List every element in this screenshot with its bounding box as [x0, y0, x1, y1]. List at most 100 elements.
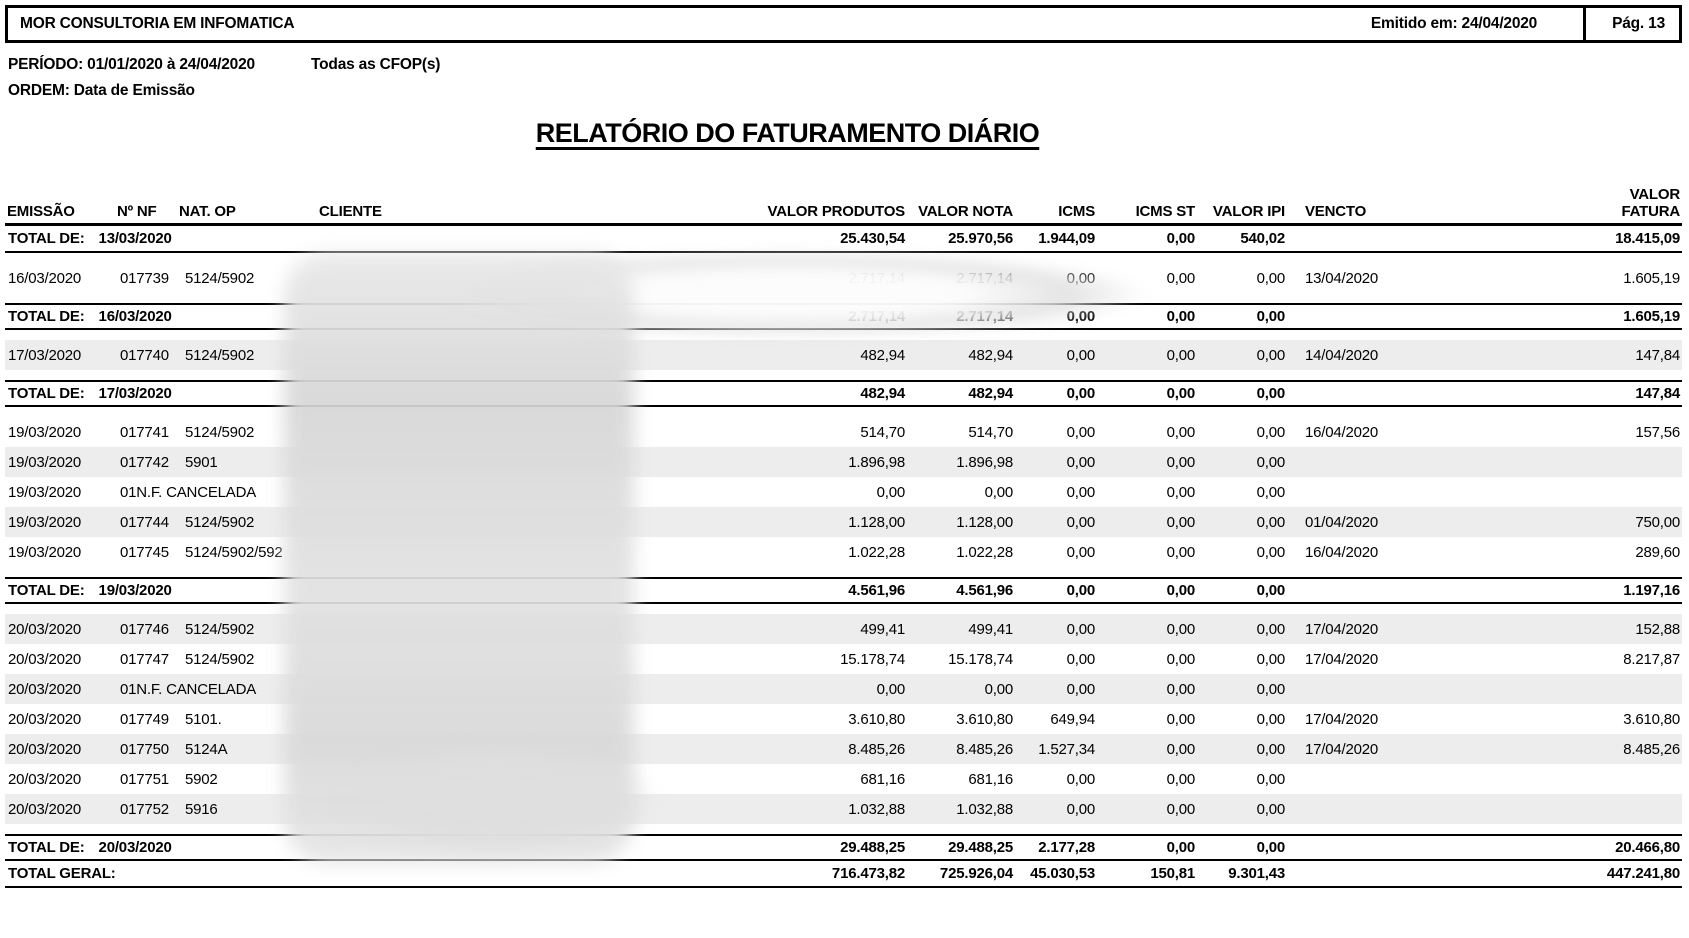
cell-icms-st: 0,00: [1166, 346, 1196, 364]
column-header-cliente: CLIENTE: [319, 203, 382, 220]
cell-nat-op: 5124/5902: [185, 513, 255, 531]
cell-emissao: 20/03/2020: [8, 650, 82, 668]
cell-emissao: 19/03/2020: [8, 423, 82, 441]
cell-valor-ipi: 0,00: [1256, 346, 1286, 364]
day-total-row: TOTAL DE: 20/03/2020 29.488,25 29.488,25 2.1…: [5, 834, 1682, 861]
cell-valor-fatura: 20.466,80: [1615, 839, 1680, 856]
cell-icms: 0,00: [1066, 620, 1096, 638]
cell-nat-op: 5916: [185, 800, 218, 818]
cell-valor-fatura: 147,84: [1635, 346, 1680, 364]
cell-icms: 1.944,09: [1038, 230, 1095, 247]
cell-valor-ipi: 0,00: [1256, 513, 1286, 531]
cell-nf-cancelada: 01N.F. CANCELADA: [120, 483, 257, 501]
row-spacer: [5, 824, 1682, 834]
cell-vencto: 16/04/2020: [1305, 543, 1379, 561]
cell-icms-st: 0,00: [1166, 680, 1196, 698]
cell-valor-fatura: 3.610,80: [1623, 710, 1680, 728]
cell-valor-nota: 681,16: [968, 770, 1013, 788]
cell-valor-ipi: 0,00: [1256, 710, 1286, 728]
column-header-icms: ICMS: [1058, 203, 1095, 220]
cell-icms-st: 0,00: [1166, 483, 1196, 501]
cell-nf: 017739: [120, 269, 169, 287]
invoice-row: 20/03/2020 017749 5101. 3.610,80 3.610,80 649…: [5, 704, 1682, 734]
cell-nat-op: 5124/5902: [185, 423, 255, 441]
cell-nat-op: 5124/5902: [185, 620, 255, 638]
cell-icms: 0,00: [1066, 269, 1096, 287]
cell-icms-st: 0,00: [1166, 839, 1196, 856]
cell-icms-st: 0,00: [1166, 269, 1196, 287]
cell-emissao: 20/03/2020: [8, 620, 82, 638]
total-date: 16/03/2020: [98, 308, 172, 325]
cell-emissao: 20/03/2020: [8, 710, 82, 728]
cell-valor-fatura: 447.241,80: [1606, 865, 1680, 882]
cell-valor-fatura: 18.415,09: [1615, 230, 1680, 247]
cell-icms: 0,00: [1066, 308, 1096, 325]
total-label-text: TOTAL DE:: [8, 230, 85, 247]
cell-icms-st: 0,00: [1166, 770, 1196, 788]
cell-nf: 017741: [120, 423, 169, 441]
cell-valor-nota: 29.488,25: [948, 839, 1013, 856]
cell-valor-ipi: 0,00: [1256, 680, 1286, 698]
cell-nat-op: 5124/5902: [185, 269, 255, 287]
column-header-nat-op: NAT. OP: [179, 203, 236, 220]
cell-valor-nota: 3.610,80: [956, 710, 1013, 728]
cell-valor-fatura: 1.605,19: [1623, 269, 1680, 287]
cell-nf: 017742: [120, 453, 169, 471]
cell-icms-st: 0,00: [1166, 385, 1196, 402]
cell-valor-ipi: 0,00: [1256, 453, 1286, 471]
cell-nat-op: 5124/5902: [185, 346, 255, 364]
invoice-row: 19/03/2020 017742 5901 1.896,98 1.896,98 0,00…: [5, 447, 1682, 477]
cell-valor-nota: 1.032,88: [956, 800, 1013, 818]
invoice-row: 16/03/2020 017739 5124/5902 2.717,14 2.717,1…: [5, 263, 1682, 293]
cell-valor-ipi: 0,00: [1256, 839, 1286, 856]
emitted-on-label: Emitido em: 24/04/2020: [1370, 15, 1538, 32]
cell-valor-fatura: 750,00: [1635, 513, 1680, 531]
cell-valor-produtos: 29.488,25: [840, 839, 905, 856]
report-filters: PERÍODO: 01/01/2020 à 24/04/2020 Todas a…: [8, 56, 440, 100]
cell-icms-st: 0,00: [1166, 543, 1196, 561]
cell-icms-st: 0,00: [1166, 620, 1196, 638]
cell-icms: 0,00: [1066, 385, 1096, 402]
cell-nf: 017745: [120, 543, 169, 561]
cell-valor-produtos: 1.032,88: [848, 800, 905, 818]
grand-total-row: TOTAL GERAL: 716.473,82 725.926,04 45.030,5…: [5, 861, 1682, 888]
column-header-icms-st: ICMS ST: [1135, 203, 1196, 220]
page-number: Pág. 13: [1612, 15, 1665, 32]
cell-nf: 017751: [120, 770, 169, 788]
cell-valor-fatura: 289,60: [1635, 543, 1680, 561]
cell-valor-ipi: 0,00: [1256, 582, 1286, 599]
cell-total-label: TOTAL DE: 20/03/2020: [5, 839, 757, 856]
invoice-row: 19/03/2020 017745 5124/5902/592 1.022,28 1.0…: [5, 537, 1682, 567]
cell-valor-nota: 482,94: [968, 385, 1013, 402]
cell-nat-op: 5901: [185, 453, 218, 471]
cell-total-label: TOTAL DE: 16/03/2020: [5, 308, 757, 325]
cell-valor-fatura: 1.605,19: [1623, 308, 1680, 325]
cell-valor-produtos: 4.561,96: [848, 582, 905, 599]
cell-emissao: 19/03/2020: [8, 453, 82, 471]
cell-valor-ipi: 0,00: [1256, 543, 1286, 561]
row-spacer: [5, 370, 1682, 380]
cell-valor-fatura: 8.485,26: [1623, 740, 1680, 758]
cell-icms: 0,00: [1066, 650, 1096, 668]
cell-valor-ipi: 0,00: [1256, 308, 1286, 325]
day-total-row: TOTAL DE: 17/03/2020 482,94 482,94 0,00 0,00 0…: [5, 380, 1682, 407]
cell-icms: 2.177,28: [1038, 839, 1095, 856]
cell-valor-produtos: 482,94: [860, 385, 905, 402]
invoice-row: 19/03/2020 017741 5124/5902 514,70 514,70 0,0…: [5, 417, 1682, 447]
total-date: 19/03/2020: [98, 582, 172, 599]
cell-icms-st: 0,00: [1166, 513, 1196, 531]
cell-icms: 45.030,53: [1030, 865, 1095, 882]
cell-emissao: 20/03/2020: [8, 800, 82, 818]
column-header-valor-nota: VALOR NOTA: [918, 203, 1013, 220]
invoice-row: 20/03/2020 01N.F. CANCELADA 0,00 0,00 0,00 0,…: [5, 674, 1682, 704]
cell-vencto: 01/04/2020: [1305, 513, 1379, 531]
cell-nat-op: 5124/5902/592: [185, 543, 283, 561]
column-header-vencto: VENCTO: [1305, 203, 1367, 220]
cell-icms: 0,00: [1066, 423, 1096, 441]
row-spacer: [5, 407, 1682, 417]
cell-valor-fatura: 8.217,87: [1623, 650, 1680, 668]
column-header-valor-fatura: VALOR FATURA: [1621, 186, 1680, 220]
day-total-row: TOTAL DE: 16/03/2020 2.717,14 2.717,14 0,00 0…: [5, 303, 1682, 330]
cell-nf: 017744: [120, 513, 169, 531]
cell-valor-produtos: 1.128,00: [848, 513, 905, 531]
